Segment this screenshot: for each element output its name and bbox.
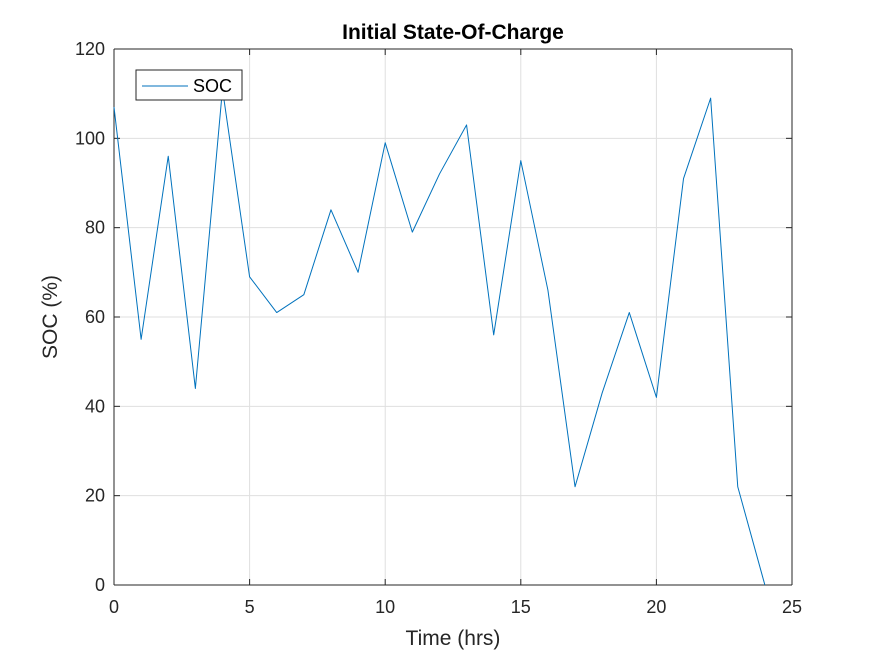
x-tick-label-0: 0 bbox=[109, 597, 119, 617]
x-tick-label-3: 15 bbox=[511, 597, 531, 617]
chart-title: Initial State-Of-Charge bbox=[342, 21, 564, 44]
x-tick-label-4: 20 bbox=[646, 597, 666, 617]
y-tick-label-0: 0 bbox=[95, 575, 105, 595]
legend-label-soc: SOC bbox=[193, 76, 232, 96]
x-axis-label: Time (hrs) bbox=[406, 627, 501, 650]
y-tick-label-5: 100 bbox=[75, 128, 105, 148]
y-axis-label: SOC (%) bbox=[39, 275, 62, 359]
y-tick-label-2: 40 bbox=[85, 396, 105, 416]
legend-box bbox=[135, 69, 243, 101]
x-tick-label-2: 10 bbox=[375, 597, 395, 617]
ticks: 0 5 10 15 20 25 0 20 40 60 80 100 120 bbox=[75, 39, 802, 617]
x-tick-label-1: 5 bbox=[245, 597, 255, 617]
y-tick-label-4: 80 bbox=[85, 218, 105, 238]
legend: SOC bbox=[135, 69, 243, 101]
y-tick-label-6: 120 bbox=[75, 39, 105, 59]
y-tick-label-1: 20 bbox=[85, 486, 105, 506]
x-tick-label-5: 25 bbox=[782, 597, 802, 617]
y-tick-label-3: 60 bbox=[85, 307, 105, 327]
